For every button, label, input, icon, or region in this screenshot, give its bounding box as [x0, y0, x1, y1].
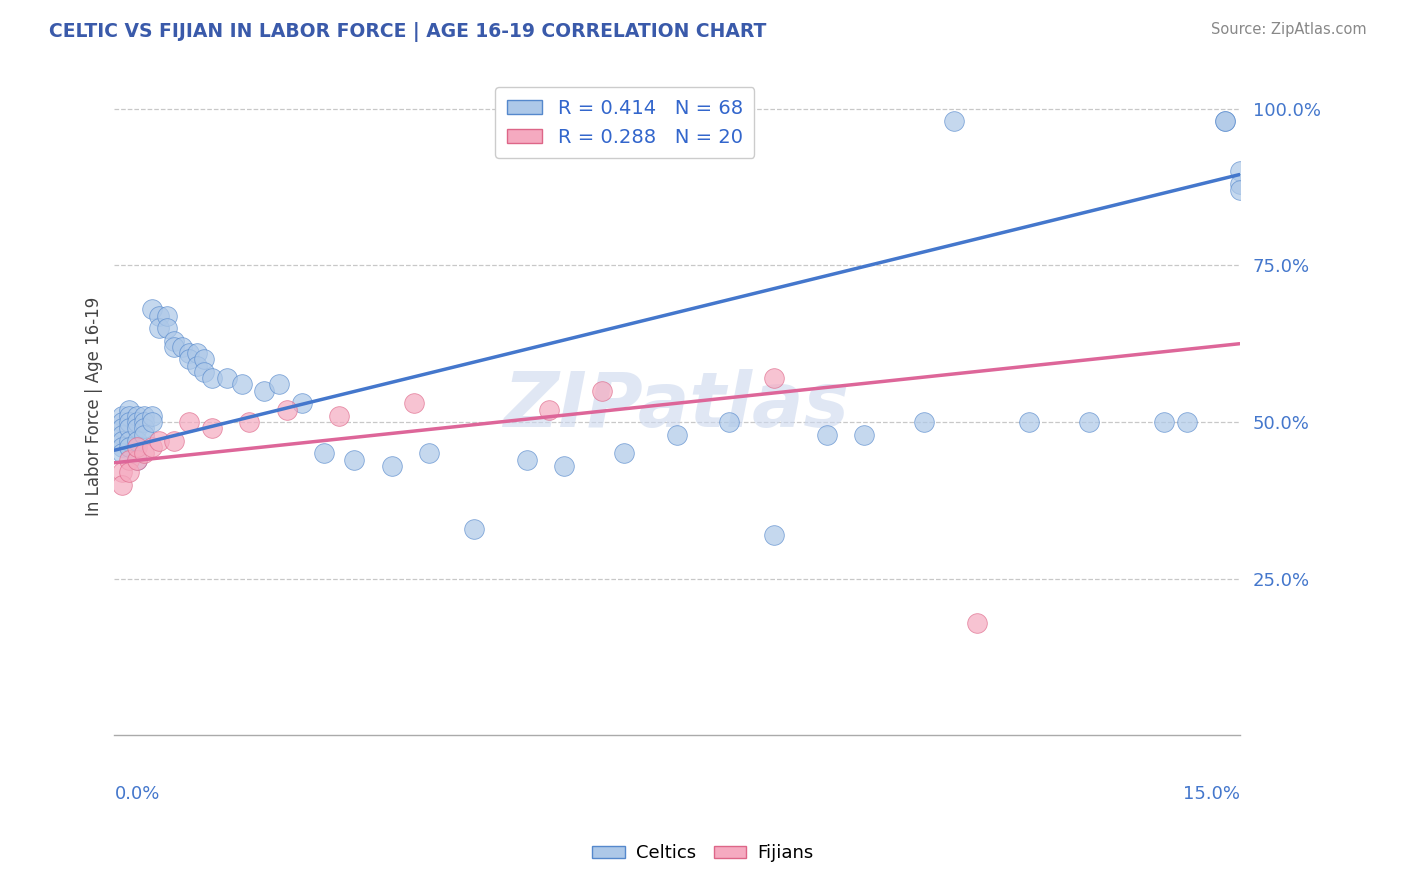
Point	[516, 452, 538, 467]
Point	[125, 440, 148, 454]
Text: ZIPatlas: ZIPatlas	[503, 369, 851, 443]
Text: 0.0%: 0.0%	[114, 786, 160, 804]
Point	[111, 427, 134, 442]
Point	[186, 359, 208, 373]
Point	[404, 396, 426, 410]
Point	[141, 302, 163, 317]
Point	[125, 452, 148, 467]
Point	[1175, 415, 1198, 429]
Point	[815, 427, 838, 442]
Point	[179, 352, 201, 367]
Point	[118, 452, 141, 467]
Point	[665, 427, 688, 442]
Point	[463, 522, 485, 536]
Legend: R = 0.414   N = 68, R = 0.288   N = 20: R = 0.414 N = 68, R = 0.288 N = 20	[495, 87, 755, 158]
Point	[134, 415, 156, 429]
Point	[193, 352, 215, 367]
Point	[1153, 415, 1175, 429]
Point	[134, 421, 156, 435]
Text: 15.0%: 15.0%	[1182, 786, 1240, 804]
Point	[111, 415, 134, 429]
Point	[118, 421, 141, 435]
Y-axis label: In Labor Force | Age 16-19: In Labor Force | Age 16-19	[86, 297, 103, 516]
Point	[111, 446, 134, 460]
Point	[276, 402, 298, 417]
Point	[1213, 114, 1236, 128]
Point	[163, 334, 186, 348]
Point	[231, 377, 253, 392]
Point	[553, 458, 575, 473]
Point	[343, 452, 366, 467]
Point	[118, 415, 141, 429]
Text: Source: ZipAtlas.com: Source: ZipAtlas.com	[1211, 22, 1367, 37]
Point	[253, 384, 276, 398]
Point	[613, 446, 636, 460]
Point	[291, 396, 314, 410]
Point	[201, 371, 224, 385]
Point	[141, 440, 163, 454]
Point	[418, 446, 440, 460]
Point	[170, 340, 193, 354]
Point	[111, 440, 134, 454]
Point	[1018, 415, 1040, 429]
Point	[163, 340, 186, 354]
Point	[763, 528, 786, 542]
Point	[966, 615, 988, 630]
Point	[238, 415, 260, 429]
Point	[111, 421, 134, 435]
Point	[118, 434, 141, 448]
Legend: Celtics, Fijians: Celtics, Fijians	[585, 838, 821, 870]
Point	[163, 434, 186, 448]
Text: CELTIC VS FIJIAN IN LABOR FORCE | AGE 16-19 CORRELATION CHART: CELTIC VS FIJIAN IN LABOR FORCE | AGE 16…	[49, 22, 766, 42]
Point	[125, 421, 148, 435]
Point	[1229, 183, 1251, 197]
Point	[381, 458, 404, 473]
Point	[148, 321, 170, 335]
Point	[111, 434, 134, 448]
Point	[201, 421, 224, 435]
Point	[215, 371, 238, 385]
Point	[591, 384, 613, 398]
Point	[179, 415, 201, 429]
Point	[134, 427, 156, 442]
Point	[718, 415, 741, 429]
Point	[141, 409, 163, 423]
Point	[125, 415, 148, 429]
Point	[111, 477, 134, 491]
Point	[134, 446, 156, 460]
Point	[111, 409, 134, 423]
Point	[111, 465, 134, 479]
Point	[118, 402, 141, 417]
Point	[763, 371, 786, 385]
Point	[328, 409, 350, 423]
Point	[179, 346, 201, 360]
Point	[1229, 164, 1251, 178]
Point	[1213, 114, 1236, 128]
Point	[118, 440, 141, 454]
Point	[125, 452, 148, 467]
Point	[314, 446, 336, 460]
Point	[118, 465, 141, 479]
Point	[914, 415, 936, 429]
Point	[148, 434, 170, 448]
Point	[118, 409, 141, 423]
Point	[538, 402, 561, 417]
Point	[156, 309, 179, 323]
Point	[269, 377, 291, 392]
Point	[148, 309, 170, 323]
Point	[125, 409, 148, 423]
Point	[853, 427, 876, 442]
Point	[193, 365, 215, 379]
Point	[186, 346, 208, 360]
Point	[141, 415, 163, 429]
Point	[1078, 415, 1101, 429]
Point	[1229, 177, 1251, 191]
Point	[134, 409, 156, 423]
Point	[943, 114, 966, 128]
Point	[125, 434, 148, 448]
Point	[156, 321, 179, 335]
